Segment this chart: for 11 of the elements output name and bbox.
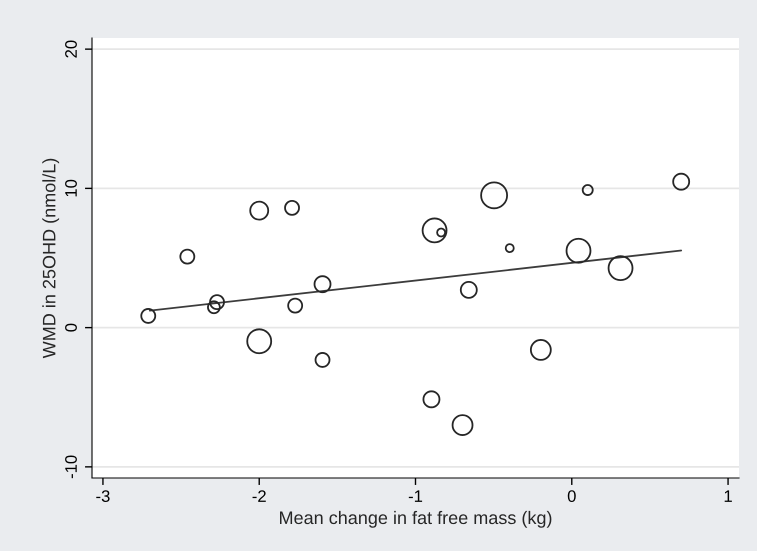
y-axis-title: WMD in 25OHD (nmol/L): [42, 158, 60, 358]
x-tick-label: 1: [724, 490, 732, 502]
y-tick-label: 0: [65, 324, 77, 332]
x-tick-label: -2: [252, 490, 266, 502]
x-tick-label: -1: [408, 490, 422, 502]
x-tick-label: -3: [96, 490, 110, 502]
x-axis-title: Mean change in fat free mass (kg): [280, 510, 552, 528]
y-tick-label: 10: [65, 180, 77, 196]
x-tick-label: 0: [568, 490, 576, 502]
y-tick-label: 20: [65, 40, 77, 58]
y-tick-label: -10: [65, 455, 77, 478]
